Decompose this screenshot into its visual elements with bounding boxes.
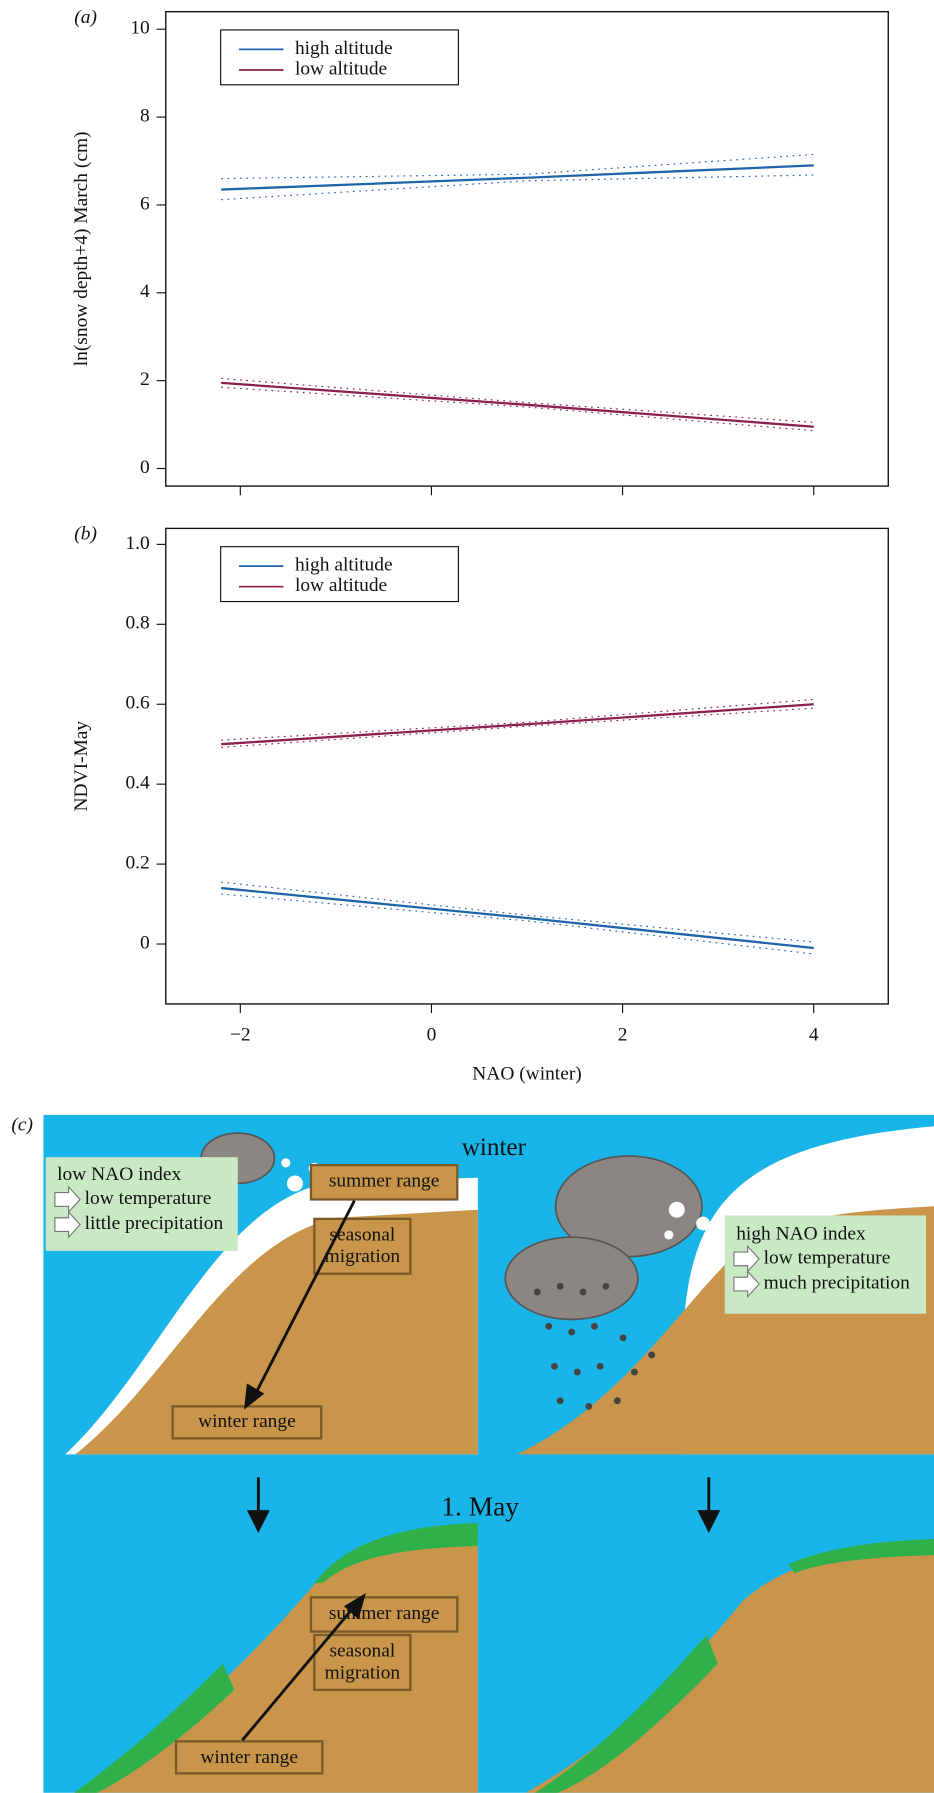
figure: (a) ln(snow depth+4) March (cm) 0 2 4 6 8 10 hig… — [0, 0, 934, 1793]
confidence-line — [221, 894, 814, 954]
range-label: migration — [325, 1662, 401, 1683]
y-tick-label: 6 — [140, 193, 150, 214]
y-tick-label: 0 — [140, 932, 150, 953]
season-title: 1. May — [441, 1492, 519, 1522]
box-item: low temperature — [85, 1188, 212, 1209]
y-axis-label: NDVI-May — [71, 721, 92, 812]
range-label: winter range — [198, 1411, 296, 1432]
y-tick-label: 0 — [140, 457, 150, 478]
box-title: high NAO index — [736, 1223, 866, 1244]
range-label: summer range — [329, 1171, 440, 1192]
y-tick-label: 0.6 — [125, 693, 150, 714]
y-tick-label: 0.2 — [125, 853, 149, 874]
range-label: winter range — [200, 1747, 298, 1768]
y-tick-label: 8 — [140, 106, 150, 127]
y-axis-label: ln(snow depth+4) March (cm) — [71, 131, 92, 366]
box-item: little precipitation — [85, 1213, 224, 1234]
charts: (a) ln(snow depth+4) March (cm) 0 2 4 6 8 10 hig… — [71, 7, 889, 1084]
panel-label: (a) — [74, 7, 97, 28]
confidence-line — [221, 699, 814, 740]
y-tick-label: 0.8 — [125, 613, 149, 634]
series-line — [221, 888, 814, 948]
x-tick-label: 4 — [809, 1024, 819, 1045]
diagram: (c) low NAO index low temperature little… — [11, 1115, 934, 1793]
y-tick-label: 10 — [130, 18, 149, 39]
x-tick-label: 2 — [618, 1024, 628, 1045]
confidence-line — [221, 882, 814, 942]
confidence-line — [221, 387, 814, 430]
confidence-line — [221, 708, 814, 747]
confidence-line — [221, 154, 814, 178]
legend-label: high altitude — [295, 38, 393, 59]
series-line — [221, 704, 814, 744]
x-tick-label: −2 — [230, 1024, 251, 1045]
legend-label: high altitude — [295, 555, 393, 576]
y-tick-label: 4 — [140, 281, 150, 302]
confidence-line — [221, 378, 814, 422]
box-item: much precipitation — [764, 1273, 910, 1294]
y-tick-label: 2 — [140, 369, 150, 390]
panel-label: (b) — [74, 524, 97, 545]
season-title: winter — [462, 1134, 527, 1161]
x-axis-label: NAO (winter) — [472, 1063, 581, 1084]
panel-label: (c) — [11, 1115, 33, 1136]
legend-label: low altitude — [295, 575, 387, 596]
x-tick-label: 0 — [427, 1024, 437, 1045]
page: {"chart_data": [ {"type": "line", "panel… — [0, 0, 934, 1793]
box-title: low NAO index — [57, 1164, 181, 1185]
box-item: low temperature — [764, 1247, 891, 1268]
y-tick-label: 1.0 — [125, 533, 149, 554]
y-tick-label: 0.4 — [125, 773, 150, 794]
range-label: seasonal — [329, 1641, 395, 1662]
series-line — [221, 383, 814, 427]
range-label: migration — [325, 1246, 401, 1267]
legend-label: low altitude — [295, 58, 387, 79]
